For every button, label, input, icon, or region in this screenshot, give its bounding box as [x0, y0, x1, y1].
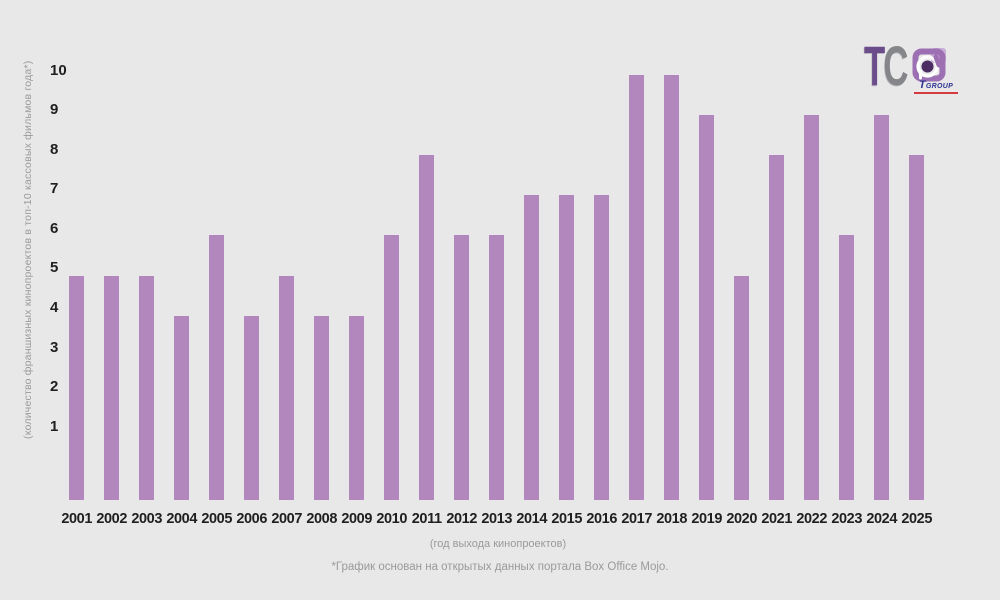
x-category-label: 2001	[61, 511, 93, 527]
x-category-label: 2023	[831, 511, 863, 527]
bar	[559, 195, 575, 500]
x-category-label: 2011	[411, 511, 442, 527]
x-category-label: 2006	[236, 511, 268, 527]
logo-subtitle-t: T	[918, 79, 926, 91]
bar	[874, 115, 890, 500]
y-tick-label: 1	[50, 417, 59, 435]
y-tick-label: 10	[50, 61, 67, 79]
x-category-label: 2024	[866, 511, 898, 527]
bar	[314, 315, 330, 500]
bar	[734, 275, 750, 500]
bar	[244, 315, 260, 500]
y-tick-label: 7	[50, 180, 59, 198]
bar	[279, 275, 295, 500]
x-category-label: 2022	[796, 511, 828, 527]
bar	[664, 75, 680, 500]
logo-subtitle-group: GROUP	[925, 83, 954, 90]
bar	[419, 155, 435, 500]
x-category-label: 2019	[691, 511, 723, 527]
x-category-label: 2010	[376, 511, 408, 527]
x-category-label: 2016	[586, 511, 618, 527]
logo-letters: TC	[864, 33, 908, 98]
x-category-label: 2018	[656, 511, 688, 527]
bar	[629, 75, 645, 500]
y-tick-label: 4	[50, 299, 59, 316]
logo-letter-c: C	[883, 34, 908, 97]
bar	[104, 275, 120, 500]
y-axis-label: (количество франшизных кинопроектов в то…	[22, 60, 34, 440]
square-spiral-icon	[912, 48, 946, 82]
x-category-label: 2003	[131, 511, 163, 527]
bar	[839, 235, 855, 500]
bar	[769, 155, 785, 500]
x-category-label: 2015	[551, 511, 583, 527]
bar	[909, 155, 925, 500]
x-category-label: 2014	[516, 511, 548, 527]
bar	[524, 195, 540, 500]
x-category-label: 2021	[761, 511, 793, 527]
logo-subtitle: TGROUP	[914, 79, 958, 94]
bar	[489, 235, 505, 500]
bar	[139, 275, 155, 500]
x-category-label: 2007	[271, 511, 303, 527]
x-category-label: 2002	[96, 511, 128, 527]
x-category-label: 2008	[306, 511, 338, 527]
y-tick-label: 3	[50, 338, 59, 356]
x-category-label: 2009	[341, 511, 373, 527]
bar	[804, 115, 820, 500]
source-footnote: *График основан на открытых данных порта…	[331, 561, 669, 573]
bar	[69, 275, 85, 500]
tc-group-logo: TC TGROUP	[862, 34, 962, 100]
y-tick-label: 2	[50, 378, 59, 396]
bar	[384, 235, 400, 500]
bar	[699, 115, 715, 500]
bar	[174, 315, 190, 500]
x-category-label: 2012	[446, 511, 478, 527]
y-tick-label: 6	[50, 219, 59, 237]
logo-letter-t: T	[864, 34, 885, 97]
x-category-label: 2020	[726, 511, 758, 527]
y-tick-label: 9	[50, 101, 59, 119]
bar	[594, 195, 610, 500]
x-category-label: 2004	[166, 511, 198, 527]
bar	[349, 315, 365, 500]
x-axis-label: (год выхода кинопроектов)	[429, 538, 567, 550]
bar	[454, 235, 470, 500]
x-category-label: 2025	[901, 511, 933, 527]
x-category-label: 2013	[481, 511, 513, 527]
bar	[209, 235, 225, 500]
x-category-label: 2005	[201, 511, 233, 527]
x-category-label: 2017	[621, 511, 653, 527]
y-tick-label: 5	[50, 259, 59, 277]
y-tick-label: 8	[50, 140, 59, 158]
